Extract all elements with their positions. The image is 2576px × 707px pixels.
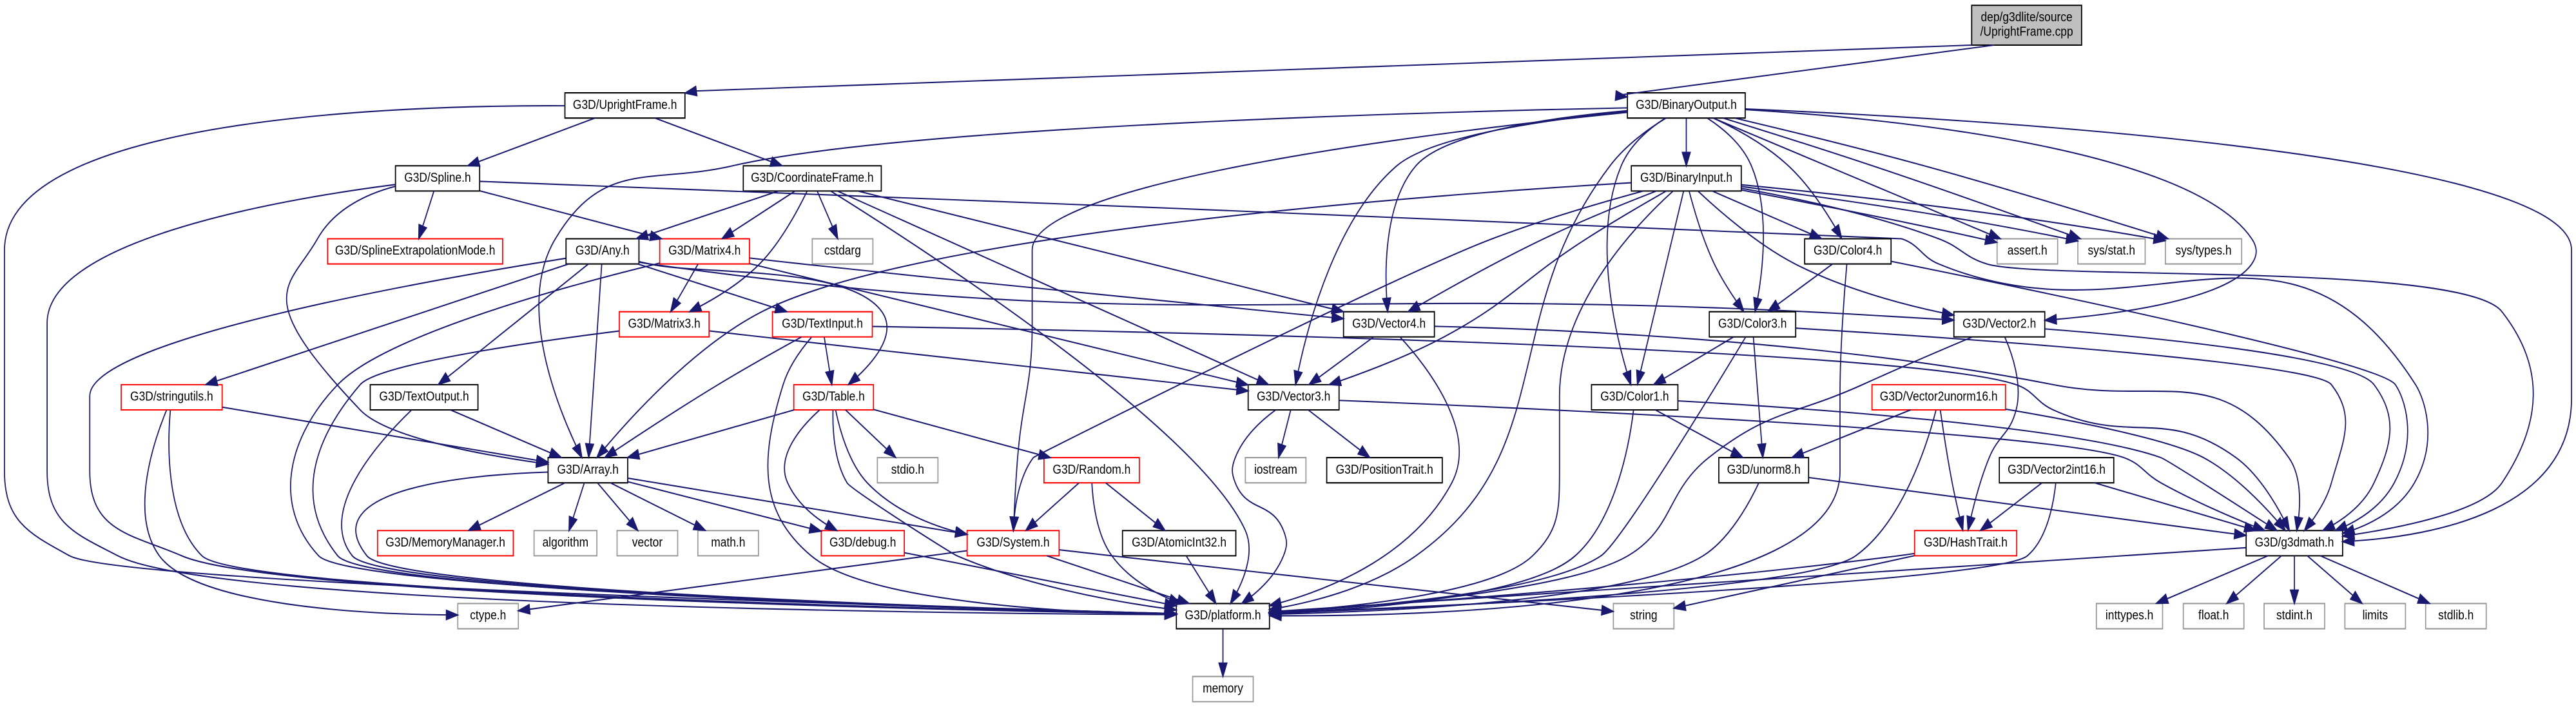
svg-text:sys/types.h: sys/types.h: [2176, 244, 2232, 258]
svg-text:G3D/PositionTrait.h: G3D/PositionTrait.h: [1336, 462, 1433, 477]
svg-text:limits: limits: [2363, 608, 2388, 623]
svg-text:/UprightFrame.cpp: /UprightFrame.cpp: [1980, 24, 2073, 39]
svg-text:stdio.h: stdio.h: [891, 462, 924, 477]
svg-text:G3D/Matrix4.h: G3D/Matrix4.h: [668, 244, 741, 258]
svg-text:G3D/Vector4.h: G3D/Vector4.h: [1352, 316, 1426, 331]
svg-text:G3D/platform.h: G3D/platform.h: [1185, 608, 1261, 623]
svg-text:G3D/Random.h: G3D/Random.h: [1052, 462, 1130, 477]
svg-text:G3D/CoordinateFrame.h: G3D/CoordinateFrame.h: [751, 171, 873, 186]
svg-text:G3D/HashTrait.h: G3D/HashTrait.h: [1924, 536, 2008, 550]
svg-text:G3D/TextInput.h: G3D/TextInput.h: [782, 316, 863, 331]
svg-text:G3D/g3dmath.h: G3D/g3dmath.h: [2255, 536, 2334, 550]
svg-text:inttypes.h: inttypes.h: [2106, 608, 2153, 623]
svg-text:sys/stat.h: sys/stat.h: [2088, 244, 2135, 258]
svg-text:cstdarg: cstdarg: [824, 244, 861, 258]
svg-text:vector: vector: [632, 536, 663, 550]
svg-text:G3D/Vector3.h: G3D/Vector3.h: [1257, 389, 1330, 404]
svg-text:G3D/Array.h: G3D/Array.h: [557, 462, 619, 477]
svg-text:G3D/MemoryManager.h: G3D/MemoryManager.h: [385, 536, 505, 550]
svg-text:memory: memory: [1203, 681, 1243, 696]
svg-text:dep/g3dlite/source: dep/g3dlite/source: [1981, 10, 2073, 25]
svg-text:G3D/BinaryOutput.h: G3D/BinaryOutput.h: [1636, 97, 1737, 112]
svg-text:G3D/Matrix3.h: G3D/Matrix3.h: [628, 316, 701, 331]
svg-text:G3D/Color3.h: G3D/Color3.h: [1718, 316, 1787, 331]
svg-text:G3D/Vector2int16.h: G3D/Vector2int16.h: [2008, 462, 2106, 477]
svg-text:G3D/Vector2.h: G3D/Vector2.h: [1962, 316, 2036, 331]
svg-text:float.h: float.h: [2198, 608, 2229, 623]
svg-text:iostream: iostream: [1254, 462, 1297, 477]
svg-text:G3D/TextOutput.h: G3D/TextOutput.h: [379, 389, 469, 404]
svg-text:G3D/Spline.h: G3D/Spline.h: [404, 171, 470, 186]
svg-text:assert.h: assert.h: [2008, 244, 2048, 258]
svg-text:stdlib.h: stdlib.h: [2438, 608, 2474, 623]
svg-text:G3D/unorm8.h: G3D/unorm8.h: [1727, 462, 1801, 477]
svg-text:G3D/Color4.h: G3D/Color4.h: [1814, 244, 1882, 258]
svg-text:G3D/SplineExtrapolationMode.h: G3D/SplineExtrapolationMode.h: [335, 244, 496, 258]
svg-text:G3D/Color1.h: G3D/Color1.h: [1600, 389, 1669, 404]
svg-text:ctype.h: ctype.h: [470, 608, 506, 623]
svg-text:G3D/UprightFrame.h: G3D/UprightFrame.h: [573, 97, 677, 112]
svg-text:G3D/stringutils.h: G3D/stringutils.h: [130, 389, 213, 404]
svg-text:stdint.h: stdint.h: [2276, 608, 2312, 623]
svg-text:G3D/Any.h: G3D/Any.h: [576, 244, 630, 258]
svg-text:G3D/debug.h: G3D/debug.h: [829, 536, 896, 550]
svg-text:G3D/Table.h: G3D/Table.h: [802, 389, 865, 404]
svg-text:string: string: [1630, 608, 1658, 623]
svg-text:G3D/AtomicInt32.h: G3D/AtomicInt32.h: [1132, 536, 1226, 550]
svg-text:G3D/BinaryInput.h: G3D/BinaryInput.h: [1640, 171, 1732, 186]
svg-text:algorithm: algorithm: [543, 536, 589, 550]
svg-text:G3D/Vector2unorm16.h: G3D/Vector2unorm16.h: [1880, 389, 1998, 404]
svg-text:math.h: math.h: [711, 536, 745, 550]
svg-text:G3D/System.h: G3D/System.h: [976, 536, 1049, 550]
